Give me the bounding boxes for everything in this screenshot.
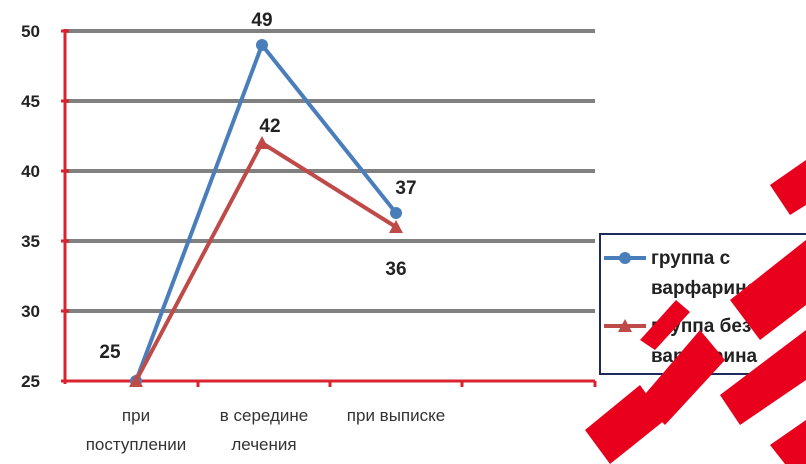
stamp-stroke-4	[640, 330, 725, 425]
stamp-stroke-3	[720, 330, 806, 425]
x-tick-label-0: при поступлении	[86, 406, 187, 454]
x-tick-label-2: при выписке	[347, 406, 445, 425]
stamp-stroke-7	[640, 300, 690, 350]
series-0-point-2	[390, 207, 402, 219]
series-0-point-1	[256, 39, 268, 51]
series-lines	[129, 39, 403, 387]
y-tick-label-50: 50	[21, 22, 40, 41]
gridlines	[65, 29, 595, 313]
series-1-point-0	[129, 374, 143, 387]
stamp-stroke-6	[770, 420, 806, 464]
stamp-stroke-1	[770, 160, 806, 215]
series-line-0	[134, 43, 398, 382]
y-tick-label-35: 35	[21, 232, 40, 251]
legend-marker-0	[619, 252, 631, 264]
data-label-1-2: 36	[385, 259, 406, 280]
stamp-stroke-2	[730, 240, 806, 340]
series-line-1	[134, 141, 398, 382]
data-label-1-0: 25	[99, 342, 121, 363]
y-tick-label-45: 45	[21, 92, 40, 111]
axes	[61, 29, 597, 387]
series-1-point-2	[389, 220, 403, 233]
legend-marker-1	[618, 319, 632, 332]
y-tick-labels: 25 30 35 40 45 50	[21, 22, 40, 391]
data-labels: 49 37 25 42 36	[99, 10, 416, 363]
y-tick-label-30: 30	[21, 302, 40, 321]
stamp-stroke-5	[585, 385, 665, 464]
data-label-0-1: 49	[251, 10, 272, 31]
y-tick-label-40: 40	[21, 162, 40, 181]
data-label-0-2: 37	[395, 178, 416, 199]
red-stamp-overlay	[585, 160, 806, 464]
series-1-point-1	[255, 136, 269, 149]
y-tick-label-25: 25	[21, 372, 40, 391]
x-tick-label-1: в середине лечения	[220, 406, 309, 454]
data-label-1-1: 42	[259, 116, 280, 137]
x-tick-labels: при поступлении в середине лечения при выпис…	[86, 406, 446, 454]
